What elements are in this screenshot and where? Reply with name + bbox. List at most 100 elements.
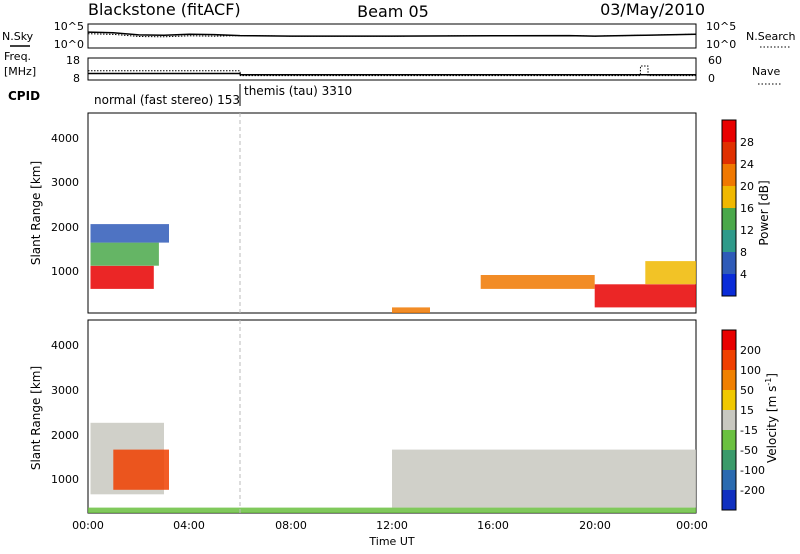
velocity-colorbar-swatch <box>722 390 736 410</box>
x-tick-2: 08:00 <box>275 519 307 532</box>
freq-tick-high: 18 <box>66 54 80 67</box>
velocity-y-tick-4000: 4000 <box>51 339 79 352</box>
nave-tick-low: 0 <box>708 72 715 85</box>
velocity-y-ticks: 1000 2000 3000 4000 <box>51 339 79 486</box>
velocity-label-exp: -1 <box>764 378 773 386</box>
velocity-colorbar-swatch <box>722 490 736 510</box>
power-colorbar-tick: 8 <box>740 246 747 259</box>
velocity-cell <box>113 449 169 490</box>
frequency-trace <box>88 72 696 76</box>
velocity-data-layer <box>88 422 696 513</box>
nave-label: Nave <box>752 65 780 78</box>
n-search-tick-low: 10^0 <box>706 38 736 51</box>
power-colorbar-tick: 20 <box>740 180 754 193</box>
velocity-cell <box>88 507 696 513</box>
power-y-tick-4000: 4000 <box>51 132 79 145</box>
n-search-tick-high: 10^5 <box>706 20 736 33</box>
frequency-panel: Freq. [MHz] 18 8 60 0 Nave <box>4 50 782 85</box>
station-title: Blackstone (fitACF) <box>88 0 241 19</box>
n-search-label: N.Search <box>746 30 796 43</box>
power-panel: 1000 2000 3000 4000 Slant Range [km] 4 8 1… <box>29 112 771 314</box>
velocity-panel: 1000 2000 3000 4000 Slant Range [km] 200… <box>29 319 779 514</box>
power-colorbar-swatch <box>722 142 736 164</box>
nave-trace <box>88 65 696 77</box>
n-sky-tick-high: 10^5 <box>54 20 84 33</box>
cpid-row: CPID normal (fast stereo) 153 themis (ta… <box>8 84 352 107</box>
x-tick-3: 12:00 <box>376 519 408 532</box>
power-y-tick-2000: 2000 <box>51 221 79 234</box>
velocity-colorbar-tick: 15 <box>740 404 754 417</box>
velocity-colorbar-swatch <box>722 370 736 390</box>
power-colorbar-swatch <box>722 120 736 142</box>
beam-label: Beam 05 <box>357 2 429 21</box>
velocity-colorbar-tick: -200 <box>740 484 765 497</box>
power-colorbar-swatch <box>722 252 736 274</box>
velocity-y-tick-1000: 1000 <box>51 473 79 486</box>
power-colorbar-frame <box>721 119 737 297</box>
velocity-colorbar-tick: -50 <box>740 444 758 457</box>
power-colorbar-tick: 12 <box>740 224 754 237</box>
power-cell <box>594 284 696 308</box>
n-search-trace <box>87 33 697 38</box>
power-plot-frame <box>87 112 697 314</box>
x-tick-4: 16:00 <box>477 519 509 532</box>
power-colorbar-tick: 4 <box>740 268 747 281</box>
velocity-colorbar-swatch <box>722 350 736 370</box>
n-sky-label: N.Sky <box>2 30 34 43</box>
x-axis-label: Time UT <box>368 535 414 548</box>
power-colorbar-tick: 24 <box>740 158 754 171</box>
x-tick-5: 20:00 <box>579 519 611 532</box>
power-cell <box>645 261 696 285</box>
nave-tick-high: 60 <box>708 54 722 67</box>
power-colorbar-swatch <box>722 208 736 230</box>
power-colorbar-label: Power [dB] <box>757 180 771 245</box>
frequency-frame <box>87 57 697 81</box>
velocity-colorbar-frame <box>721 329 737 511</box>
power-colorbar-swatch <box>722 164 736 186</box>
velocity-y-tick-2000: 2000 <box>51 429 79 442</box>
velocity-colorbar-swatch <box>722 330 736 350</box>
velocity-cell <box>392 449 696 508</box>
power-colorbar-tick: 28 <box>740 136 754 149</box>
power-cell <box>90 242 159 266</box>
velocity-colorbar-swatch <box>722 470 736 490</box>
power-y-tick-1000: 1000 <box>51 265 79 278</box>
velocity-colorbar-swatch <box>722 450 736 470</box>
sky-noise-frame <box>87 23 697 49</box>
power-colorbar-tick: 16 <box>740 202 754 215</box>
freq-unit-label: [MHz] <box>4 65 36 78</box>
n-sky-tick-low: 10^0 <box>54 38 84 51</box>
power-colorbar-swatch <box>722 230 736 252</box>
velocity-colorbar-tick: 100 <box>740 364 761 377</box>
power-data-layer <box>90 224 696 313</box>
power-y-tick-3000: 3000 <box>51 176 79 189</box>
power-y-axis-label: Slant Range [km] <box>29 161 43 265</box>
x-tick-6: 00:00 <box>676 519 708 532</box>
velocity-label-main: Velocity [m s <box>765 386 779 463</box>
x-tick-1: 04:00 <box>173 519 205 532</box>
velocity-y-axis-label: Slant Range [km] <box>29 366 43 470</box>
cpid-mode-normal: normal (fast stereo) 153 <box>94 93 240 107</box>
velocity-colorbar: 200 100 50 15 -15 -50 -100 -200 <box>721 329 765 511</box>
cpid-label: CPID <box>8 89 40 103</box>
freq-label: Freq. <box>4 50 31 63</box>
freq-tick-low: 8 <box>73 72 80 85</box>
power-cell <box>392 307 430 313</box>
power-y-ticks: 1000 2000 3000 4000 <box>51 132 79 278</box>
velocity-label-close: ] <box>765 373 779 378</box>
velocity-colorbar-tick: -100 <box>740 464 765 477</box>
power-colorbar-swatch <box>722 274 736 296</box>
velocity-colorbar-tick: 200 <box>740 344 761 357</box>
velocity-colorbar-tick: 50 <box>740 384 754 397</box>
sky-noise-panel: N.Sky 10^5 10^0 10^5 10^0 N.Search <box>2 20 796 51</box>
x-tick-0: 00:00 <box>72 519 104 532</box>
x-axis: 00:00 04:00 08:00 12:00 16:00 20:00 00:0… <box>72 519 708 548</box>
power-cell <box>90 224 169 243</box>
date-label: 03/May/2010 <box>600 0 705 19</box>
power-cell <box>480 275 595 289</box>
velocity-colorbar-swatch <box>722 430 736 450</box>
power-cell <box>90 265 154 289</box>
cpid-mode-themis: themis (tau) 3310 <box>244 84 352 98</box>
velocity-colorbar-tick: -15 <box>740 424 758 437</box>
